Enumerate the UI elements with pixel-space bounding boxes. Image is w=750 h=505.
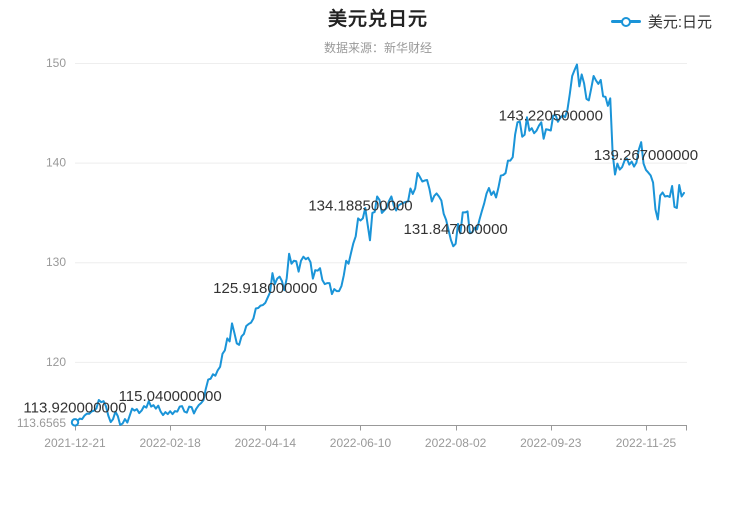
x-axis-label: 2022-04-14	[235, 436, 297, 450]
series-start-marker	[70, 418, 80, 427]
data-label: 131.847000000	[403, 221, 507, 238]
y-axis-label: 130	[46, 255, 66, 269]
x-axis-label: 2022-08-02	[425, 436, 487, 450]
y-axis-label: 150	[46, 56, 66, 70]
legend-label: 美元:日元	[647, 14, 712, 31]
x-axis-label: 2022-02-18	[139, 436, 201, 450]
x-axis-label: 2021-12-21	[44, 436, 106, 450]
y-axis-label: 120	[46, 355, 66, 369]
y-axis-label: 140	[46, 156, 66, 170]
data-label: 125.918000000	[213, 280, 317, 297]
y-axis-min-label: 113.6565	[17, 416, 66, 430]
data-label: 115.040000000	[119, 388, 222, 405]
data-label: 134.188500000	[308, 197, 412, 214]
legend-item-usdjpy[interactable]: 美元:日元	[610, 11, 712, 32]
data-label: 113.920000000	[23, 399, 126, 416]
x-axis-label: 2022-11-25	[616, 436, 677, 450]
x-axis-label: 2022-09-23	[520, 436, 582, 450]
x-axis-label: 2022-06-10	[330, 436, 392, 450]
data-label: 139.267000000	[594, 147, 698, 164]
data-label: 143.220500000	[499, 108, 603, 125]
legend-line-circle-icon	[610, 15, 641, 29]
series-line[interactable]	[74, 63, 685, 426]
